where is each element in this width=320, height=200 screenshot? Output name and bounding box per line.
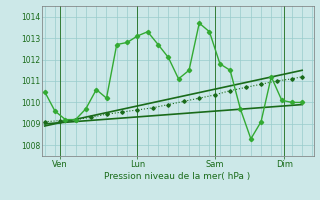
X-axis label: Pression niveau de la mer( hPa ): Pression niveau de la mer( hPa ) — [104, 172, 251, 181]
